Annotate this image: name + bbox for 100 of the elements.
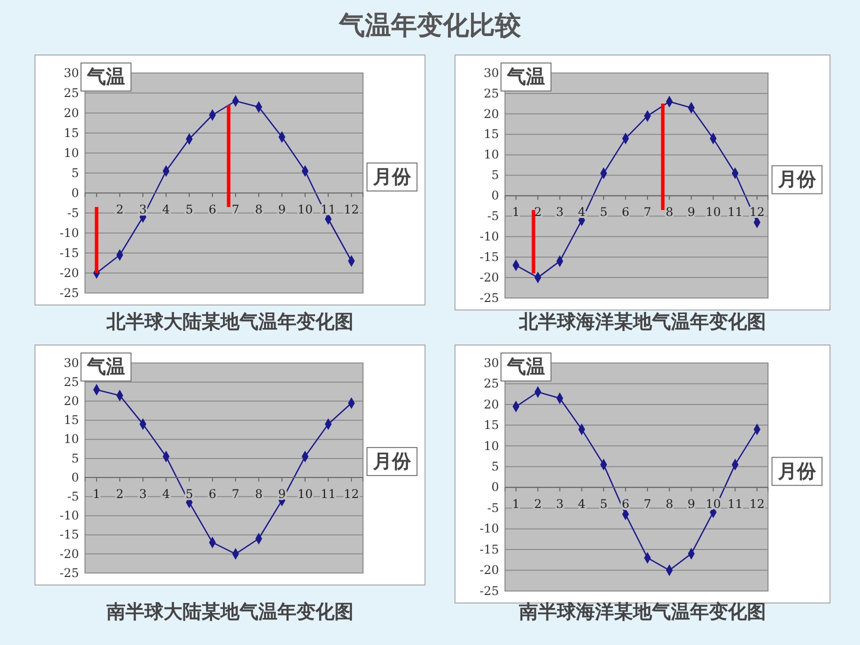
text: 南半球海洋某地气温年变化图: [518, 601, 766, 623]
y-tick-label: 20: [64, 106, 79, 120]
y-tick-label: 25: [64, 374, 79, 389]
y-tick-label: 15: [64, 126, 79, 140]
text: 北半球大陆某地气温年变化图: [106, 311, 354, 333]
y-tick-label: 20: [64, 394, 79, 408]
x-tick-label: 12: [749, 496, 765, 511]
y-tick-label: -15: [60, 246, 79, 260]
y-tick-label: 30: [484, 66, 499, 80]
x-tick-label: 4: [162, 487, 170, 502]
x-tick-label: 5: [185, 202, 194, 217]
x-tick-label: 11: [727, 205, 743, 220]
y-tick-label: -5: [67, 206, 79, 220]
x-tick-label: 4: [578, 496, 586, 511]
x-tick-label: 7: [232, 202, 240, 217]
x-tick-label: 7: [644, 496, 652, 511]
x-tick-label: 7: [232, 487, 240, 502]
y-tick-label: 5: [491, 168, 499, 182]
y-axis-title: 气温: [86, 356, 125, 378]
y-tick-label: 15: [484, 127, 499, 142]
x-tick-label: 6: [622, 205, 630, 220]
x-tick-label: 12: [344, 202, 360, 217]
x-tick-label: 5: [600, 205, 608, 220]
y-tick-label: -20: [480, 270, 499, 284]
y-tick-label: -20: [60, 266, 79, 280]
y-tick-label: 30: [64, 66, 79, 80]
x-tick-label: 10: [706, 205, 721, 220]
y-tick-label: -25: [480, 290, 499, 305]
y-tick-label: 15: [64, 413, 79, 428]
y-tick-label: 15: [484, 418, 499, 432]
y-tick-label: -5: [487, 500, 499, 515]
y-tick-label: -10: [480, 522, 499, 536]
x-tick-label: 9: [687, 205, 696, 220]
y-tick-label: 10: [484, 438, 499, 453]
y-tick-label: 0: [491, 188, 499, 203]
y-tick-label: 0: [71, 470, 79, 484]
x-tick-label: 1: [92, 487, 100, 502]
x-tick-label: 9: [687, 496, 696, 511]
y-tick-label: 20: [484, 397, 499, 412]
y-tick-label: 25: [64, 86, 79, 100]
x-tick-label: 6: [208, 202, 216, 217]
x-tick-label: 2: [116, 487, 124, 502]
y-tick-label: 30: [484, 356, 499, 370]
x-tick-label: 10: [297, 487, 313, 502]
x-tick-label: 8: [254, 487, 263, 502]
x-tick-label: 3: [139, 487, 147, 502]
y-tick-label: -15: [480, 542, 499, 556]
y-tick-label: -5: [487, 209, 499, 224]
x-tick-label: 1: [512, 205, 520, 220]
y-tick-label: 5: [71, 166, 79, 180]
text: 气温年变化比较: [338, 11, 522, 41]
y-tick-label: -15: [480, 250, 499, 264]
y-tick-label: -20: [60, 546, 79, 561]
y-axis-title: 气温: [506, 356, 545, 378]
y-tick-label: -10: [60, 226, 79, 240]
x-tick-label: 4: [162, 202, 170, 217]
x-tick-label: 3: [556, 496, 564, 511]
x-tick-label: 5: [600, 496, 608, 511]
x-tick-label: 9: [278, 202, 286, 217]
y-axis-title: 气温: [506, 66, 545, 88]
y-tick-label: 5: [71, 451, 79, 466]
x-tick-label: 6: [622, 496, 630, 511]
x-tick-label: 8: [254, 202, 263, 217]
y-tick-label: -10: [60, 508, 79, 523]
x-axis-title: 月份: [372, 450, 412, 473]
x-tick-label: 4: [578, 205, 586, 220]
y-tick-label: 25: [484, 376, 499, 391]
x-tick-label: 8: [666, 205, 674, 220]
y-tick-label: 5: [491, 459, 499, 474]
x-tick-label: 2: [116, 202, 124, 217]
x-tick-label: 1: [512, 496, 520, 511]
y-tick-label: 30: [64, 356, 79, 370]
y-tick-label: -25: [60, 566, 79, 580]
x-tick-label: 12: [344, 487, 360, 502]
y-tick-label: 0: [71, 186, 79, 200]
x-tick-label: 11: [727, 496, 743, 511]
y-tick-label: 25: [484, 86, 499, 100]
y-tick-label: 10: [484, 148, 499, 162]
x-axis-title: 月份: [777, 460, 817, 482]
x-tick-label: 2: [534, 205, 542, 220]
y-tick-label: -25: [60, 286, 79, 300]
x-tick-label: 10: [297, 202, 313, 217]
x-axis-title: 月份: [372, 166, 412, 188]
y-tick-label: 10: [64, 432, 79, 446]
y-tick-label: -25: [480, 584, 499, 598]
x-tick-label: 6: [208, 487, 216, 502]
x-tick-label: 11: [320, 487, 336, 502]
x-tick-label: 8: [666, 496, 674, 511]
x-tick-label: 7: [644, 205, 652, 220]
y-tick-label: 10: [64, 146, 79, 160]
y-tick-label: -15: [60, 528, 79, 542]
x-tick-label: 3: [556, 205, 564, 220]
y-tick-label: -20: [480, 563, 499, 578]
y-tick-label: -10: [480, 229, 499, 244]
y-tick-label: 0: [491, 480, 499, 494]
y-tick-label: -5: [67, 489, 79, 504]
x-tick-label: 2: [534, 496, 542, 511]
y-tick-label: 20: [484, 106, 499, 121]
text: 南半球大陆某地气温年变化图: [106, 601, 354, 623]
y-axis-title: 气温: [86, 66, 125, 88]
